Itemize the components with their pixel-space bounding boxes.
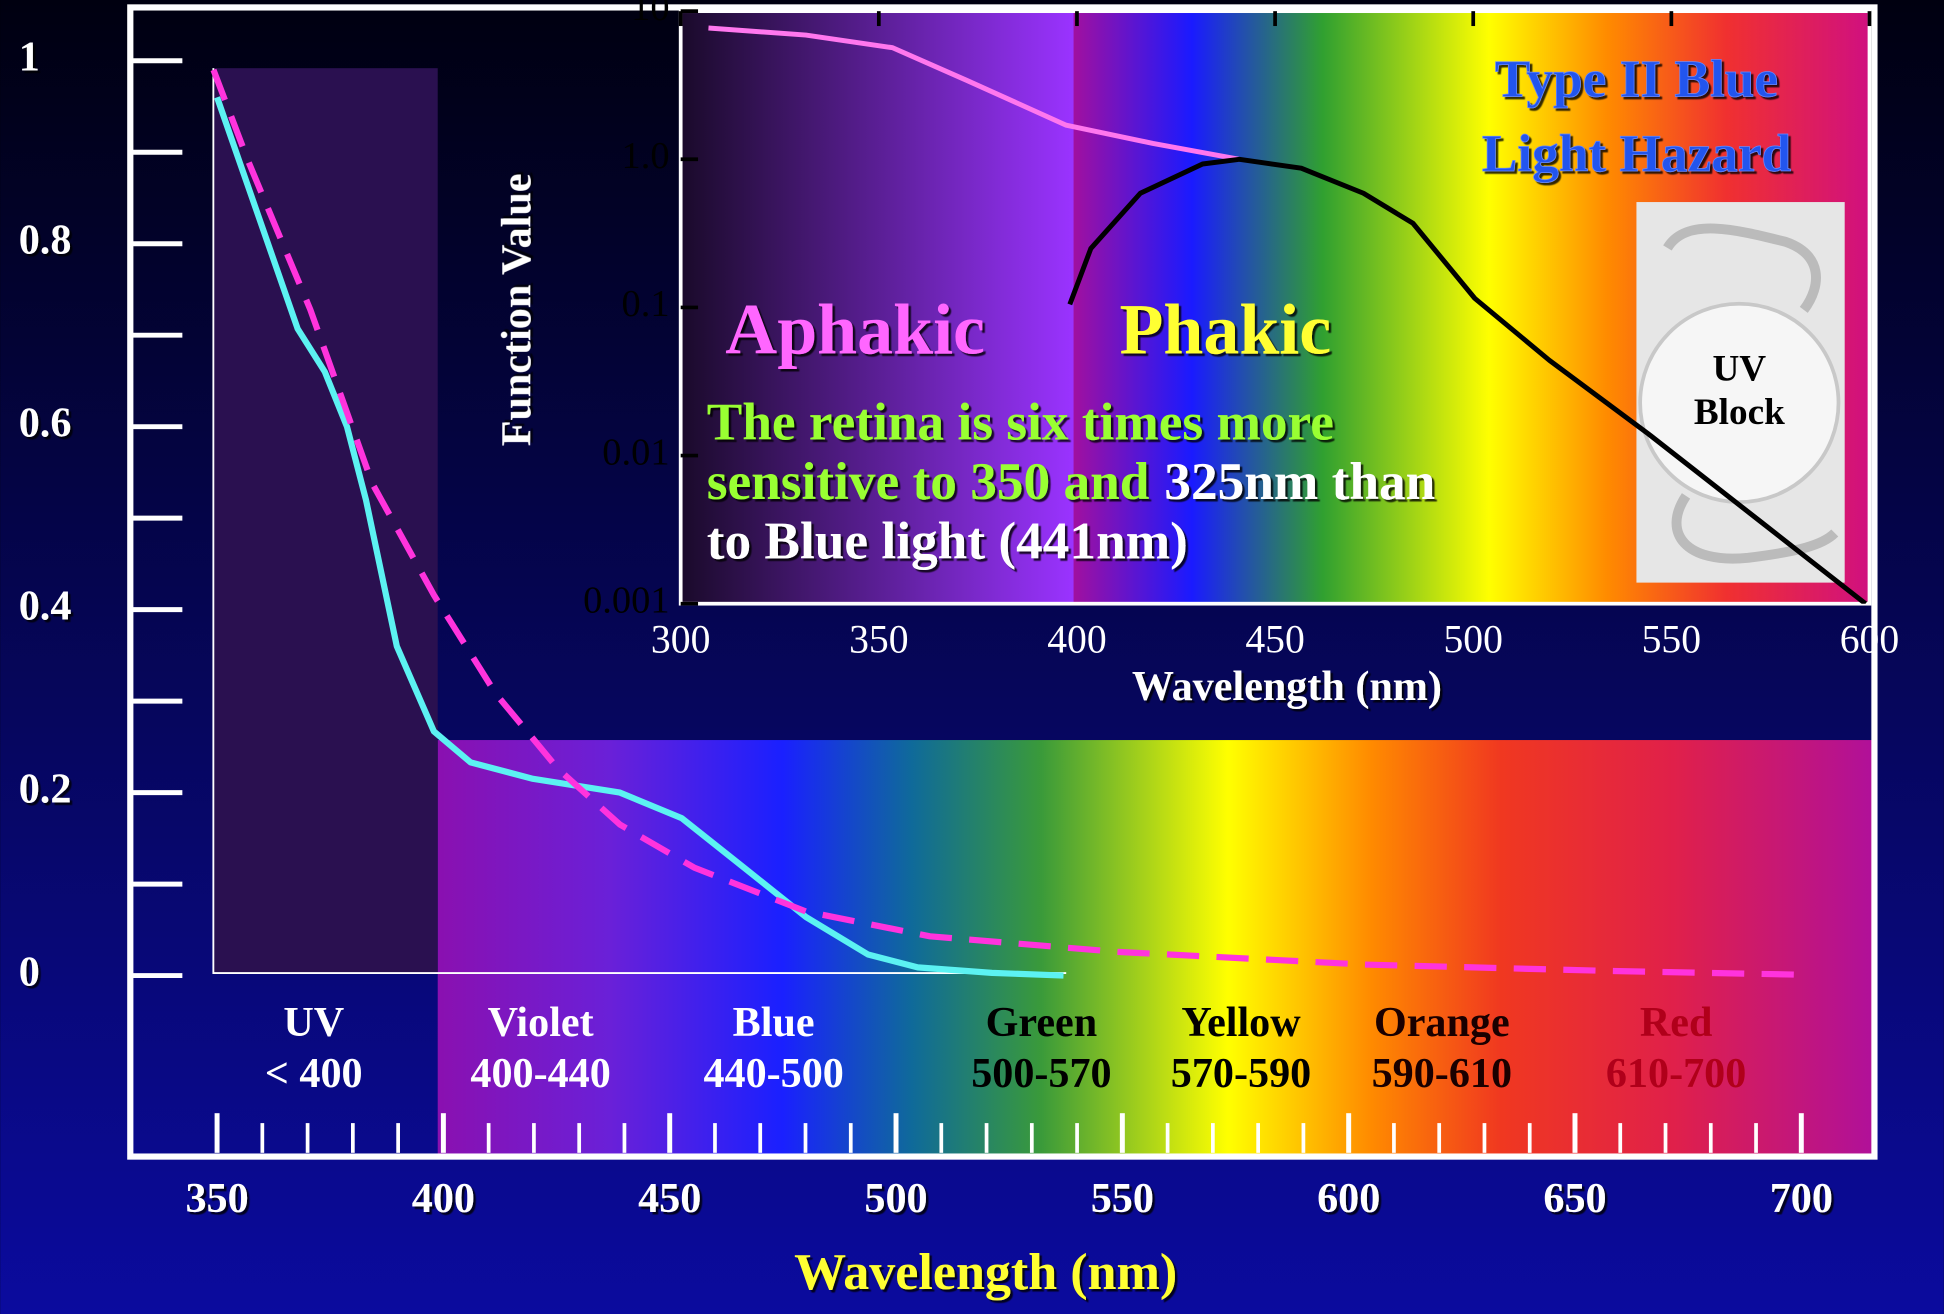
y-tick-label: 10 bbox=[631, 0, 669, 29]
x-tick-label: 400 bbox=[412, 1175, 475, 1222]
y-tick-label: 0.8 bbox=[19, 216, 72, 263]
x-tick-label: 500 bbox=[864, 1175, 927, 1222]
plot-outline bbox=[212, 68, 1067, 975]
band-name: Violet bbox=[488, 999, 594, 1046]
lens-image bbox=[1636, 202, 1845, 583]
hazard-label: Type II Blue bbox=[1495, 50, 1778, 109]
x-tick-label: 400 bbox=[1047, 617, 1106, 661]
band-range: 590-610 bbox=[1372, 1050, 1512, 1097]
y-tick-label: 0.001 bbox=[583, 580, 669, 622]
note-segment: sensitive to 350 and bbox=[707, 452, 1150, 511]
band-name: Blue bbox=[733, 999, 815, 1046]
x-tick-label: 600 bbox=[1840, 617, 1899, 661]
x-tick-label: 450 bbox=[1245, 617, 1304, 661]
series-label: Aphakic bbox=[725, 290, 985, 370]
main-plot: 0 0.2 0.4 0.6 0.8 1 350 400 450 500 550 600 650 700 Wa… bbox=[19, 33, 1833, 1300]
data-line bbox=[210, 68, 1802, 978]
data-line bbox=[1067, 156, 1868, 604]
inset-plot: 0.001 0.01 0.1 1.0 10 300 350 400 450 500 550 600 Wa… bbox=[493, 0, 1899, 710]
hazard-label: Light Hazard bbox=[1482, 124, 1792, 183]
x-tick-label: 550 bbox=[1642, 617, 1701, 661]
note-segment: The retina is six times more bbox=[707, 393, 1334, 452]
y-tick-label: 0.2 bbox=[19, 765, 72, 812]
x-tick-label: 700 bbox=[1770, 1175, 1833, 1222]
y-tick-label: 0.4 bbox=[19, 582, 72, 629]
spectrum-band bbox=[437, 740, 1875, 1157]
lens-haptic bbox=[1671, 493, 1839, 564]
x-tick-label: 650 bbox=[1543, 1175, 1606, 1222]
note-line: sensitive to 350 and 325nm than bbox=[707, 452, 1436, 511]
note-line: The retina is six times more bbox=[707, 393, 1334, 452]
x-axis-label: Wavelength (nm) bbox=[1132, 663, 1442, 710]
x-tick-label: 350 bbox=[849, 617, 908, 661]
inset-lines bbox=[708, 25, 1868, 604]
y-tick-label: 0.01 bbox=[602, 431, 669, 473]
band-range: 400-440 bbox=[470, 1050, 610, 1097]
band-range: 440-500 bbox=[703, 1050, 843, 1097]
x-tick-label: 350 bbox=[185, 1175, 248, 1222]
x-tick-label: 550 bbox=[1091, 1175, 1154, 1222]
x-tick-label: 600 bbox=[1317, 1175, 1380, 1222]
lens-label: Block bbox=[1694, 392, 1785, 433]
y-tick-label: 1.0 bbox=[622, 135, 670, 177]
x-tick-label: 300 bbox=[651, 617, 710, 661]
note-line: to Blue light (441nm) bbox=[707, 512, 1188, 571]
series-label: Phakic bbox=[1120, 290, 1332, 370]
band-name: Orange bbox=[1374, 999, 1510, 1046]
x-tick-label: 500 bbox=[1443, 617, 1502, 661]
band-range: 570-590 bbox=[1171, 1050, 1311, 1097]
y-tick-label: 1 bbox=[19, 33, 40, 80]
lens-label: UV bbox=[1712, 348, 1766, 389]
note-segment: to Blue light (441nm) bbox=[707, 512, 1188, 571]
x-axis-label: Wavelength (nm) bbox=[794, 1244, 1177, 1301]
lens-haptic bbox=[1663, 223, 1821, 313]
y-tick-label: 0.6 bbox=[19, 399, 72, 446]
data-line bbox=[214, 96, 1064, 979]
frame bbox=[127, 4, 1878, 1160]
band-name: Yellow bbox=[1181, 999, 1301, 1046]
x-tick-label: 450 bbox=[638, 1175, 701, 1222]
band-name: Red bbox=[1640, 999, 1713, 1046]
band-range: 610-700 bbox=[1606, 1050, 1746, 1097]
note-segment: 325nm than bbox=[1164, 452, 1435, 511]
uv-region bbox=[213, 68, 438, 974]
y-tick-label: 0 bbox=[19, 948, 40, 995]
y-axis-label: Function Value bbox=[493, 174, 540, 447]
data-line bbox=[708, 25, 1240, 162]
band-name: UV bbox=[283, 999, 344, 1046]
y-tick-label: 0.1 bbox=[622, 283, 670, 325]
band-range: 500-570 bbox=[971, 1050, 1111, 1097]
band-name: Green bbox=[986, 999, 1098, 1046]
band-range: < 400 bbox=[265, 1050, 363, 1097]
